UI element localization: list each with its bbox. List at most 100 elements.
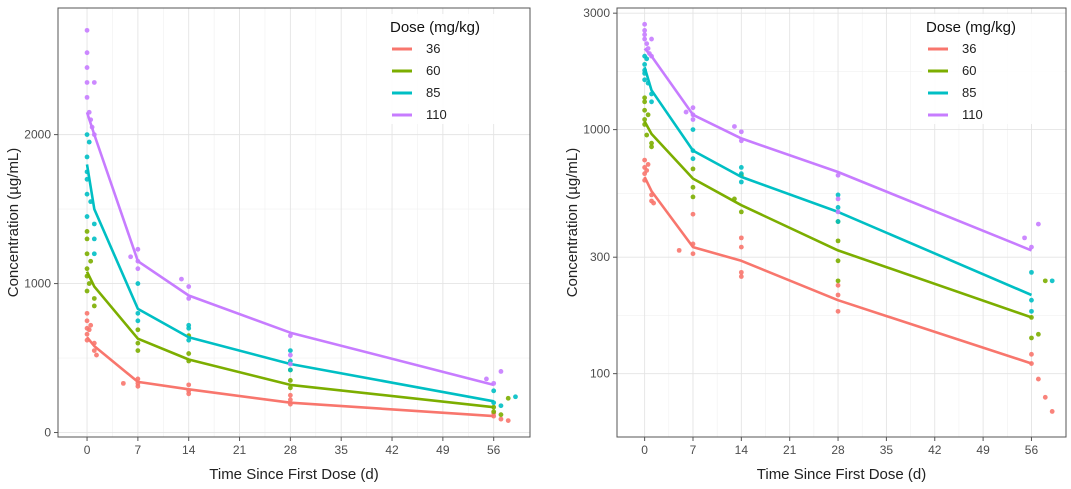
x-tick-label: 0 — [641, 443, 648, 457]
data-point — [498, 403, 504, 409]
data-point — [84, 50, 90, 56]
data-point — [120, 380, 126, 386]
data-point — [287, 385, 293, 391]
data-point — [505, 418, 511, 424]
data-point — [135, 266, 141, 272]
data-point — [835, 238, 841, 244]
data-point — [186, 325, 192, 331]
data-point — [1042, 278, 1048, 284]
data-point — [186, 284, 192, 289]
data-point — [738, 179, 744, 185]
data-point — [1049, 409, 1055, 414]
data-point — [1035, 376, 1041, 382]
data-point — [738, 235, 744, 241]
data-point — [498, 412, 504, 418]
series-36 — [642, 157, 1055, 414]
x-tick-label: 49 — [976, 443, 990, 457]
data-point — [86, 327, 92, 333]
data-point — [186, 391, 192, 397]
data-point — [498, 369, 504, 374]
data-point — [642, 107, 648, 113]
data-point — [94, 352, 99, 358]
legend-label: 110 — [962, 107, 983, 122]
data-point — [84, 154, 90, 160]
series-line — [643, 66, 1033, 297]
x-tick-label: 14 — [735, 443, 749, 457]
x-tick-label: 0 — [84, 443, 91, 457]
data-point — [690, 184, 696, 190]
x-tick-label: 35 — [880, 443, 894, 457]
data-point — [84, 251, 90, 257]
legend-background — [922, 14, 1064, 124]
data-point — [135, 281, 141, 286]
data-point — [287, 352, 293, 358]
series-60 — [84, 229, 511, 418]
data-point — [738, 209, 744, 215]
data-point — [91, 236, 97, 242]
data-point — [84, 229, 90, 234]
data-point — [135, 246, 141, 252]
x-tick-label: 21 — [233, 443, 247, 457]
data-point — [644, 56, 650, 62]
data-point — [491, 409, 497, 415]
data-point — [644, 132, 650, 138]
series-line — [643, 47, 1032, 252]
data-point — [84, 27, 90, 33]
data-point — [1042, 394, 1048, 400]
data-point — [135, 383, 141, 389]
data-point — [642, 21, 648, 27]
data-point — [1035, 331, 1041, 337]
data-point — [186, 351, 192, 356]
data-point — [128, 254, 134, 260]
data-point — [186, 337, 192, 343]
legend: Dose (mg/kg) 36 60 85 110 — [922, 14, 1064, 124]
data-point — [642, 62, 648, 67]
y-axis-label: Concentration (µg/mL) — [564, 148, 581, 298]
data-point — [1029, 351, 1034, 357]
legend-label: 85 — [426, 85, 440, 100]
data-point — [835, 278, 841, 284]
y-tick-label: 1000 — [24, 277, 51, 291]
legend-label: 36 — [962, 41, 976, 56]
chart-panel-1: 0 7 14 21 28 35 42 49 56 0 1000 2000 Time Since Firs… — [5, 7, 531, 483]
data-point — [690, 117, 696, 122]
data-point — [649, 36, 654, 42]
data-point — [84, 94, 90, 100]
data-point — [84, 288, 90, 294]
data-point — [84, 80, 90, 85]
data-point — [186, 382, 192, 388]
data-point — [135, 310, 141, 316]
data-point — [642, 99, 648, 105]
panel-border — [57, 7, 531, 438]
data-point — [86, 281, 92, 286]
data-point — [835, 258, 841, 264]
x-tick-label: 14 — [182, 443, 196, 457]
data-point — [1049, 278, 1055, 284]
data-point — [84, 318, 90, 324]
data-point — [505, 395, 511, 401]
legend: Dose (mg/kg) 36 60 85 110 — [386, 14, 528, 124]
x-tick-label: 7 — [135, 443, 142, 457]
data-point — [1029, 297, 1034, 303]
legend-title: Dose (mg/kg) — [926, 19, 1016, 36]
data-point — [287, 333, 293, 339]
y-tick-label: 2000 — [24, 128, 51, 142]
data-point — [88, 322, 94, 328]
data-point — [287, 361, 293, 367]
series-85 — [84, 132, 518, 409]
data-point — [676, 247, 682, 253]
data-point — [738, 244, 744, 250]
data-point — [135, 327, 141, 333]
x-tick-label: 35 — [335, 443, 349, 457]
data-point — [179, 276, 184, 282]
data-point — [649, 140, 654, 146]
data-point — [84, 191, 90, 197]
data-point — [642, 36, 648, 42]
data-point — [645, 112, 651, 118]
data-point — [1035, 221, 1041, 227]
y-tick-label: 1000 — [583, 123, 610, 137]
y-tick-label: 0 — [44, 426, 51, 440]
data-point — [690, 194, 696, 200]
data-point — [690, 105, 696, 111]
data-point — [738, 274, 744, 279]
